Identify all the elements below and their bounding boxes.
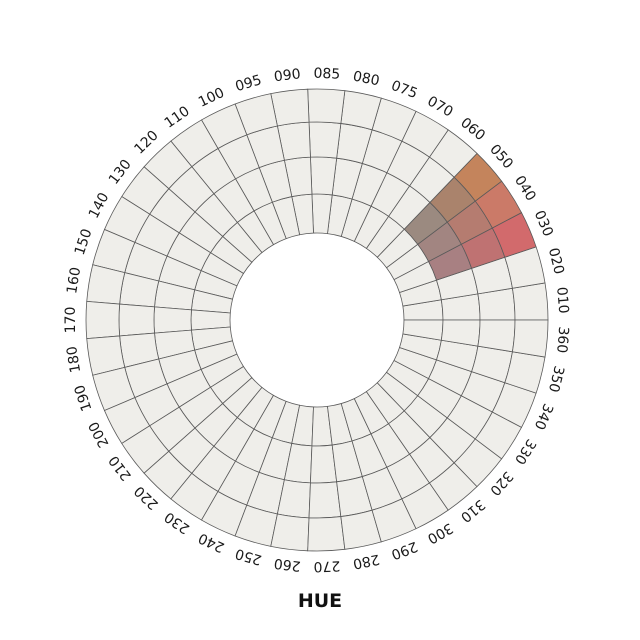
sector-label-075: 075 — [389, 78, 420, 102]
sector-label-260: 260 — [273, 555, 301, 574]
sector-label-240: 240 — [196, 529, 227, 555]
hue-cell-360-ring-3 — [477, 319, 516, 353]
sector-label-030: 030 — [531, 208, 556, 239]
sector-label-110: 110 — [162, 103, 193, 131]
sector-label-010: 010 — [553, 286, 571, 314]
sector-label-330: 330 — [511, 436, 539, 467]
hue-cell-010-ring-4 — [511, 282, 549, 321]
hue-cell-270-ring-4 — [307, 516, 346, 552]
sector-label-350: 350 — [545, 364, 567, 394]
hue-cell-170-ring-2 — [153, 306, 192, 334]
sector-label-140: 140 — [86, 190, 113, 221]
sector-label-200: 200 — [86, 419, 113, 450]
sector-label-080: 080 — [352, 68, 381, 89]
cells-layer — [85, 88, 549, 552]
sector-label-340: 340 — [531, 401, 556, 432]
sector-label-130: 130 — [106, 157, 135, 188]
sector-label-090: 090 — [273, 66, 301, 85]
hue-cell-260-ring-4 — [270, 513, 310, 552]
hue-cell-085-ring-3 — [308, 121, 342, 159]
sector-label-070: 070 — [424, 93, 455, 120]
sector-label-270: 270 — [313, 557, 340, 574]
hue-cell-170-ring-4 — [85, 300, 121, 340]
hue-cell-270-ring-3 — [308, 481, 342, 519]
sector-label-100: 100 — [196, 85, 227, 111]
sector-label-280: 280 — [352, 551, 381, 572]
hue-cell-170-ring-3 — [118, 303, 155, 337]
chart-title: HUE — [298, 590, 342, 612]
hue-cell-085-ring-4 — [307, 88, 346, 124]
hue-cell-085-ring-2 — [310, 156, 338, 196]
sector-label-170: 170 — [63, 307, 79, 334]
sector-label-085: 085 — [313, 66, 340, 83]
sector-label-190: 190 — [72, 383, 96, 413]
sector-labels: 0100200300400500600700750800850900951001… — [63, 66, 571, 575]
sector-label-290: 290 — [389, 538, 420, 562]
sector-label-180: 180 — [64, 345, 84, 374]
sector-label-040: 040 — [511, 173, 539, 204]
hue-cell-360-ring-4 — [511, 319, 549, 358]
sector-label-210: 210 — [106, 452, 135, 483]
sector-label-150: 150 — [72, 227, 96, 257]
sector-label-020: 020 — [545, 246, 567, 276]
sector-label-160: 160 — [64, 266, 84, 295]
sector-label-230: 230 — [162, 508, 193, 536]
sector-label-095: 095 — [233, 72, 263, 95]
sector-label-300: 300 — [424, 519, 455, 546]
sector-label-250: 250 — [233, 545, 263, 568]
sector-label-360: 360 — [553, 326, 571, 354]
